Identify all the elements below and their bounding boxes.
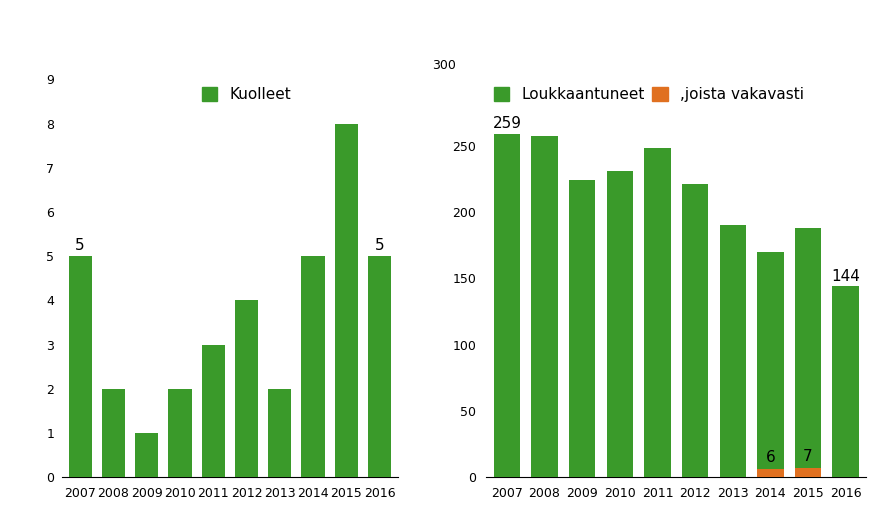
Legend: Loukkaantuneet, ,joista vakavasti: Loukkaantuneet, ,joista vakavasti xyxy=(494,87,804,102)
Text: 259: 259 xyxy=(492,116,522,131)
Bar xyxy=(682,184,708,477)
Bar xyxy=(795,467,821,477)
Text: 144: 144 xyxy=(831,269,860,284)
Bar xyxy=(569,180,595,477)
Text: 300: 300 xyxy=(432,58,456,72)
Bar xyxy=(606,171,633,477)
Bar xyxy=(335,123,358,477)
Bar xyxy=(235,301,258,477)
Bar xyxy=(531,136,558,477)
Bar xyxy=(758,252,783,477)
Text: 5: 5 xyxy=(75,237,85,253)
Text: 7: 7 xyxy=(804,449,812,464)
Bar xyxy=(168,388,192,477)
Bar xyxy=(758,469,783,477)
Bar xyxy=(644,148,671,477)
Bar xyxy=(494,134,520,477)
Bar xyxy=(202,344,225,477)
Bar xyxy=(368,256,391,477)
Bar xyxy=(102,388,125,477)
Bar xyxy=(795,228,821,477)
Bar xyxy=(135,433,158,477)
Bar xyxy=(69,256,92,477)
Bar xyxy=(301,256,324,477)
Bar xyxy=(720,225,746,477)
Text: 5: 5 xyxy=(375,237,385,253)
Bar xyxy=(268,388,292,477)
Legend: Kuolleet: Kuolleet xyxy=(202,87,291,102)
Bar xyxy=(833,286,858,477)
Text: 6: 6 xyxy=(766,450,775,465)
